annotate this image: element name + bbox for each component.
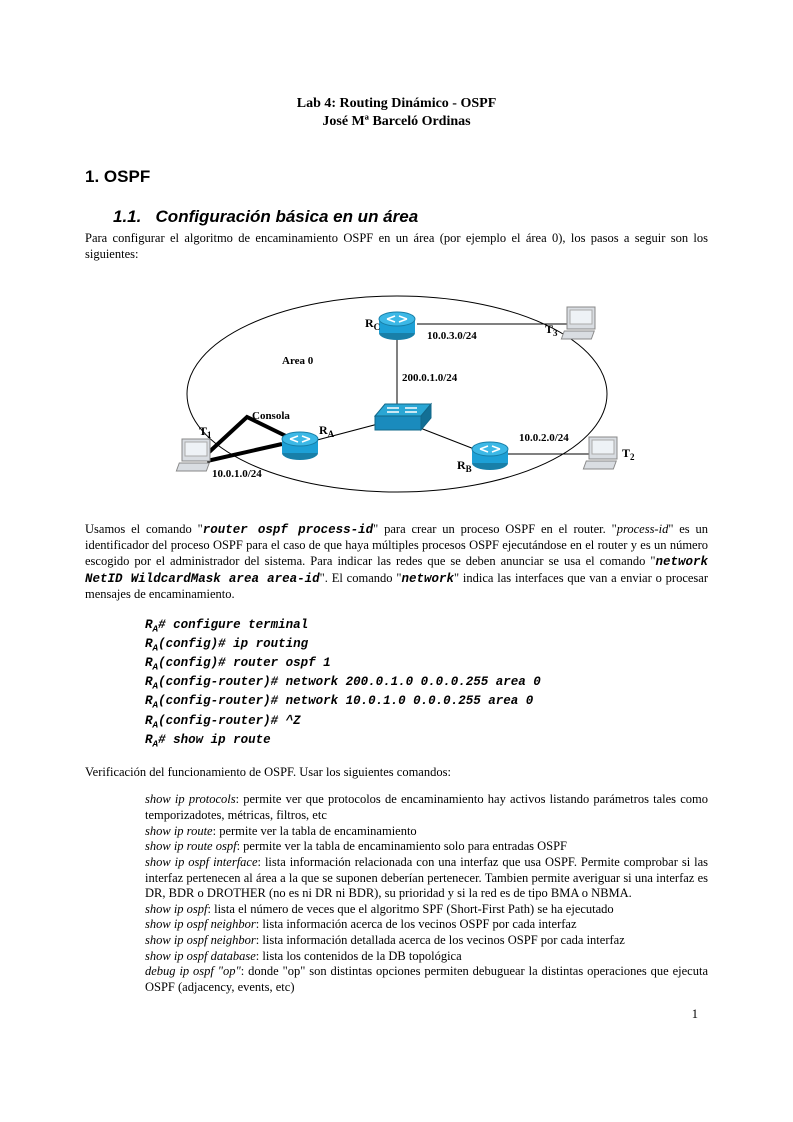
h1-text: OSPF xyxy=(104,167,150,186)
para-1: Para configurar el algoritmo de encamina… xyxy=(85,231,708,262)
command-item: show ip ospf neighbor: lista información… xyxy=(145,933,708,949)
code-line: RA(config)# ip routing xyxy=(145,636,708,655)
code-line: RA(config-router)# network 10.0.1.0 0.0.… xyxy=(145,693,708,712)
consola-label: Consola xyxy=(252,410,290,422)
pc-t3-icon xyxy=(561,307,595,339)
command-name: show ip ospf neighbor xyxy=(145,917,256,931)
command-desc: : lista el número de veces que el algori… xyxy=(208,902,614,916)
command-item: show ip ospf interface: lista informació… xyxy=(145,855,708,902)
p2d: ". El comando " xyxy=(320,571,402,585)
para-2: Usamos el comando "router ospf process-i… xyxy=(85,522,708,603)
command-desc: : permite ver la tabla de encaminamiento xyxy=(213,824,417,838)
command-name: show ip route ospf xyxy=(145,839,237,853)
heading-1: 1. OSPF xyxy=(85,167,708,187)
page-number: 1 xyxy=(692,1007,698,1022)
command-list: show ip protocols: permite ver que proto… xyxy=(145,792,708,995)
net1-label: 10.0.1.0/24 xyxy=(212,468,262,480)
doc-title: Lab 4: Routing Dinámico - OSPF xyxy=(85,95,708,113)
command-name: debug ip ospf "op" xyxy=(145,964,241,978)
command-name: show ip route xyxy=(145,824,213,838)
command-desc: : lista los contenidos de la DB topológi… xyxy=(256,949,462,963)
command-item: show ip route: permite ver la tabla de e… xyxy=(145,824,708,840)
command-item: debug ip ospf "op": donde "op" son disti… xyxy=(145,964,708,995)
net3-label: 10.0.3.0/24 xyxy=(427,330,477,342)
command-desc: : lista información detallada acerca de … xyxy=(256,933,625,947)
router-ra-icon xyxy=(282,432,318,460)
code-line: RA(config)# router ospf 1 xyxy=(145,655,708,674)
code-line: RA(config-router)# ^Z xyxy=(145,713,708,732)
h2-text: Configuración básica en un área xyxy=(156,207,419,226)
p2-cmd3: network xyxy=(401,572,454,586)
code-line: RA# show ip route xyxy=(145,732,708,751)
h2-num: 1.1. xyxy=(113,207,141,226)
t2-label: T2 xyxy=(622,446,635,462)
network-diagram: Area 0 xyxy=(147,279,647,504)
p2-cmd1: router ospf process-id xyxy=(203,523,373,537)
code-block: RA# configure terminalRA(config)# ip rou… xyxy=(145,617,708,751)
code-line: RA(config-router)# network 200.0.1.0 0.0… xyxy=(145,674,708,693)
command-name: show ip ospf database xyxy=(145,949,256,963)
router-rb-icon xyxy=(472,442,508,470)
net2-label: 10.0.2.0/24 xyxy=(519,432,569,444)
command-name: show ip protocols xyxy=(145,792,236,806)
pc-t2-icon xyxy=(583,437,617,469)
heading-1-1: 1.1. Configuración básica en un área xyxy=(113,207,708,227)
command-desc: : permite ver la tabla de encaminamiento… xyxy=(237,839,567,853)
h1-num: 1. xyxy=(85,167,99,186)
area-label: Area 0 xyxy=(282,355,314,367)
p2a: Usamos el comando " xyxy=(85,522,203,536)
rc-label: RC xyxy=(365,316,380,332)
command-item: show ip ospf neighbor: lista información… xyxy=(145,917,708,933)
command-desc: : lista información acerca de los vecino… xyxy=(256,917,577,931)
command-item: show ip protocols: permite ver que proto… xyxy=(145,792,708,823)
command-name: show ip ospf neighbor xyxy=(145,933,256,947)
rb-label: RB xyxy=(457,458,472,474)
p2-i1: process-id xyxy=(617,522,669,536)
command-item: show ip ospf: lista el número de veces q… xyxy=(145,902,708,918)
para-3: Verificación del funcionamiento de OSPF.… xyxy=(85,765,708,781)
pc-t1-icon xyxy=(176,439,210,471)
command-name: show ip ospf interface xyxy=(145,855,258,869)
command-item: show ip route ospf: permite ver la tabla… xyxy=(145,839,708,855)
t1-label: T1 xyxy=(199,424,212,440)
switch-icon xyxy=(375,404,431,430)
p2b: " para crear un proceso OSPF en el route… xyxy=(373,522,617,536)
ra-label: RA xyxy=(319,423,335,439)
code-line: RA# configure terminal xyxy=(145,617,708,636)
doc-author: José Mª Barceló Ordinas xyxy=(85,113,708,131)
command-name: show ip ospf xyxy=(145,902,208,916)
net4-label: 200.0.1.0/24 xyxy=(402,372,458,384)
command-item: show ip ospf database: lista los conteni… xyxy=(145,949,708,965)
router-rc-icon xyxy=(379,312,415,340)
